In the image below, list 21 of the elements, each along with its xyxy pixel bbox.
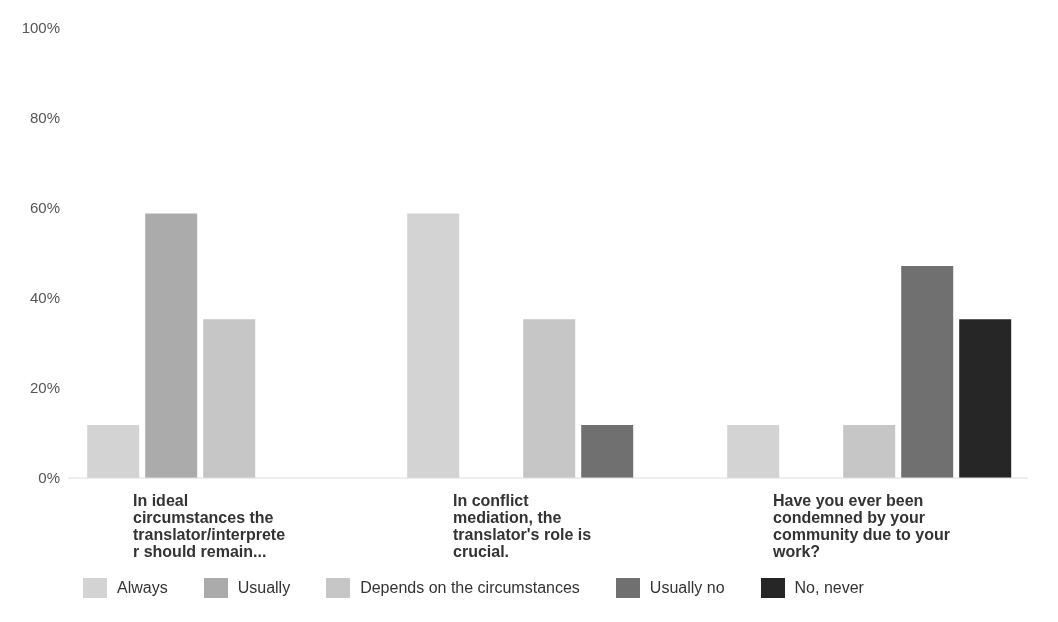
y-tick-label: 0% (38, 469, 60, 487)
y-tick-label: 80% (29, 109, 60, 127)
legend-label: Usually (237, 579, 291, 597)
bar (901, 266, 954, 478)
legend-label: Depends on the circumstances (360, 579, 580, 597)
y-tick-label: 60% (29, 199, 60, 217)
bar (581, 424, 634, 478)
bar (203, 319, 256, 478)
bar (523, 319, 576, 478)
x-tick-label: Have you ever been condemned by your community due to your work? (772, 492, 950, 560)
legend-label: Usually no (649, 579, 725, 597)
legend-label: No, never (794, 579, 864, 597)
bar (843, 424, 896, 478)
legend-label: Always (117, 579, 168, 597)
y-tick-label: 40% (29, 289, 60, 307)
bar (145, 213, 198, 478)
y-tick-label: 20% (29, 379, 60, 397)
y-tick-label: 100% (21, 19, 60, 37)
x-tick-label: In conflict mediation, the translator's role is crucial. (453, 492, 592, 560)
x-tick-label: In ideal circumstances the translator/interpreter should remain... (133, 492, 286, 560)
bar (959, 319, 1012, 478)
